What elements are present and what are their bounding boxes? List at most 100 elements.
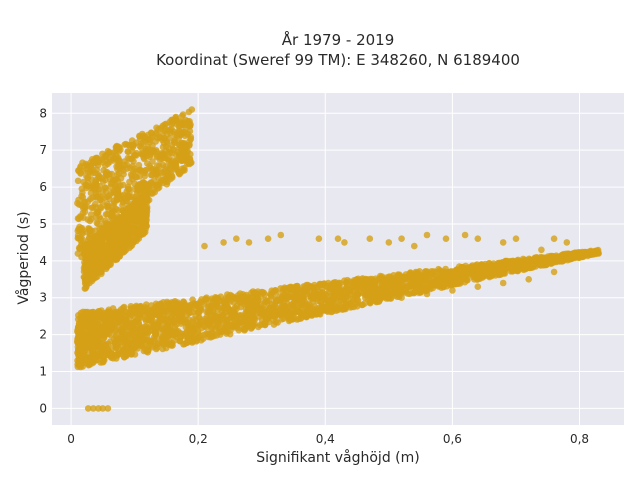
data-point bbox=[85, 225, 92, 232]
data-point bbox=[499, 270, 506, 277]
data-point bbox=[102, 188, 110, 195]
data-point bbox=[128, 320, 136, 328]
data-point bbox=[165, 317, 172, 325]
data-point bbox=[120, 347, 127, 355]
data-point bbox=[110, 208, 118, 216]
axis-ticks: 0 0,2 0,4 0,6 0,8 0 1 2 3 4 5 6 7 8 bbox=[39, 106, 589, 446]
data-point bbox=[308, 305, 316, 312]
data-point bbox=[160, 299, 167, 306]
data-point bbox=[163, 155, 170, 162]
data-point bbox=[94, 312, 102, 319]
data-point bbox=[582, 250, 590, 257]
data-point bbox=[179, 155, 186, 163]
data-point bbox=[95, 256, 103, 264]
y-tick-label: 5 bbox=[39, 217, 47, 231]
data-point bbox=[114, 171, 121, 178]
data-point bbox=[151, 311, 159, 319]
data-point bbox=[201, 242, 208, 250]
data-point bbox=[143, 314, 150, 322]
data-point bbox=[500, 259, 507, 266]
data-point bbox=[188, 328, 196, 336]
data-point bbox=[92, 159, 99, 166]
data-point bbox=[149, 142, 156, 149]
data-point bbox=[531, 256, 539, 264]
y-tick-label: 2 bbox=[39, 328, 47, 342]
data-point bbox=[429, 284, 437, 292]
data-point bbox=[74, 199, 81, 207]
data-point bbox=[175, 150, 183, 158]
data-point bbox=[84, 405, 92, 412]
data-point bbox=[92, 176, 100, 184]
data-point bbox=[371, 286, 378, 293]
data-point bbox=[411, 242, 418, 250]
data-point bbox=[114, 178, 122, 185]
data-point bbox=[140, 347, 148, 355]
data-point bbox=[204, 320, 211, 327]
data-point bbox=[348, 283, 355, 291]
data-point bbox=[423, 290, 431, 298]
data-point bbox=[105, 330, 112, 338]
y-tick-label: 6 bbox=[39, 180, 47, 194]
data-point bbox=[102, 228, 109, 236]
data-point bbox=[427, 272, 434, 280]
data-point bbox=[555, 257, 562, 264]
data-point bbox=[88, 348, 96, 356]
data-point bbox=[130, 141, 137, 149]
data-point bbox=[277, 231, 285, 239]
chart-title-line-1: År 1979 - 2019 bbox=[282, 30, 395, 49]
data-point bbox=[295, 286, 302, 293]
data-point bbox=[315, 235, 323, 242]
data-point bbox=[125, 344, 132, 352]
data-point bbox=[421, 274, 428, 282]
data-point bbox=[101, 194, 109, 201]
data-point bbox=[194, 327, 202, 335]
data-point bbox=[76, 223, 83, 231]
data-point bbox=[509, 261, 516, 269]
data-point bbox=[287, 293, 294, 301]
data-point bbox=[281, 294, 289, 301]
x-tick-label: 0,2 bbox=[189, 432, 208, 446]
data-point bbox=[75, 320, 83, 328]
data-point bbox=[110, 203, 117, 210]
data-point bbox=[92, 214, 100, 221]
data-point bbox=[171, 331, 178, 339]
data-point bbox=[233, 235, 240, 242]
data-point bbox=[235, 295, 243, 303]
data-point bbox=[138, 338, 145, 345]
data-point bbox=[123, 312, 130, 320]
data-point bbox=[330, 284, 338, 292]
data-point bbox=[282, 303, 289, 310]
data-point bbox=[130, 168, 137, 176]
data-point bbox=[87, 309, 94, 316]
data-point bbox=[522, 260, 530, 268]
data-point bbox=[362, 276, 369, 284]
data-point bbox=[501, 264, 508, 272]
data-point bbox=[382, 293, 390, 300]
data-point bbox=[189, 337, 196, 345]
data-point bbox=[168, 299, 176, 306]
data-point bbox=[85, 168, 92, 176]
data-point bbox=[264, 307, 272, 315]
data-point bbox=[115, 148, 123, 155]
data-point bbox=[102, 211, 110, 218]
data-point bbox=[77, 235, 84, 242]
data-point bbox=[127, 243, 135, 250]
data-point bbox=[136, 314, 144, 322]
data-point bbox=[122, 140, 130, 148]
data-point bbox=[75, 312, 82, 319]
data-point bbox=[512, 235, 520, 242]
data-point bbox=[354, 290, 362, 298]
data-point bbox=[185, 303, 192, 310]
data-point bbox=[112, 255, 120, 263]
data-point bbox=[417, 287, 425, 294]
data-point bbox=[366, 235, 374, 242]
data-point bbox=[276, 293, 284, 301]
data-point bbox=[102, 162, 109, 169]
data-point bbox=[441, 273, 449, 280]
data-point bbox=[78, 192, 85, 200]
data-point bbox=[95, 342, 102, 350]
data-point bbox=[485, 272, 492, 280]
data-point bbox=[119, 318, 127, 325]
x-tick-label: 0,6 bbox=[443, 432, 462, 446]
data-point bbox=[176, 170, 183, 178]
